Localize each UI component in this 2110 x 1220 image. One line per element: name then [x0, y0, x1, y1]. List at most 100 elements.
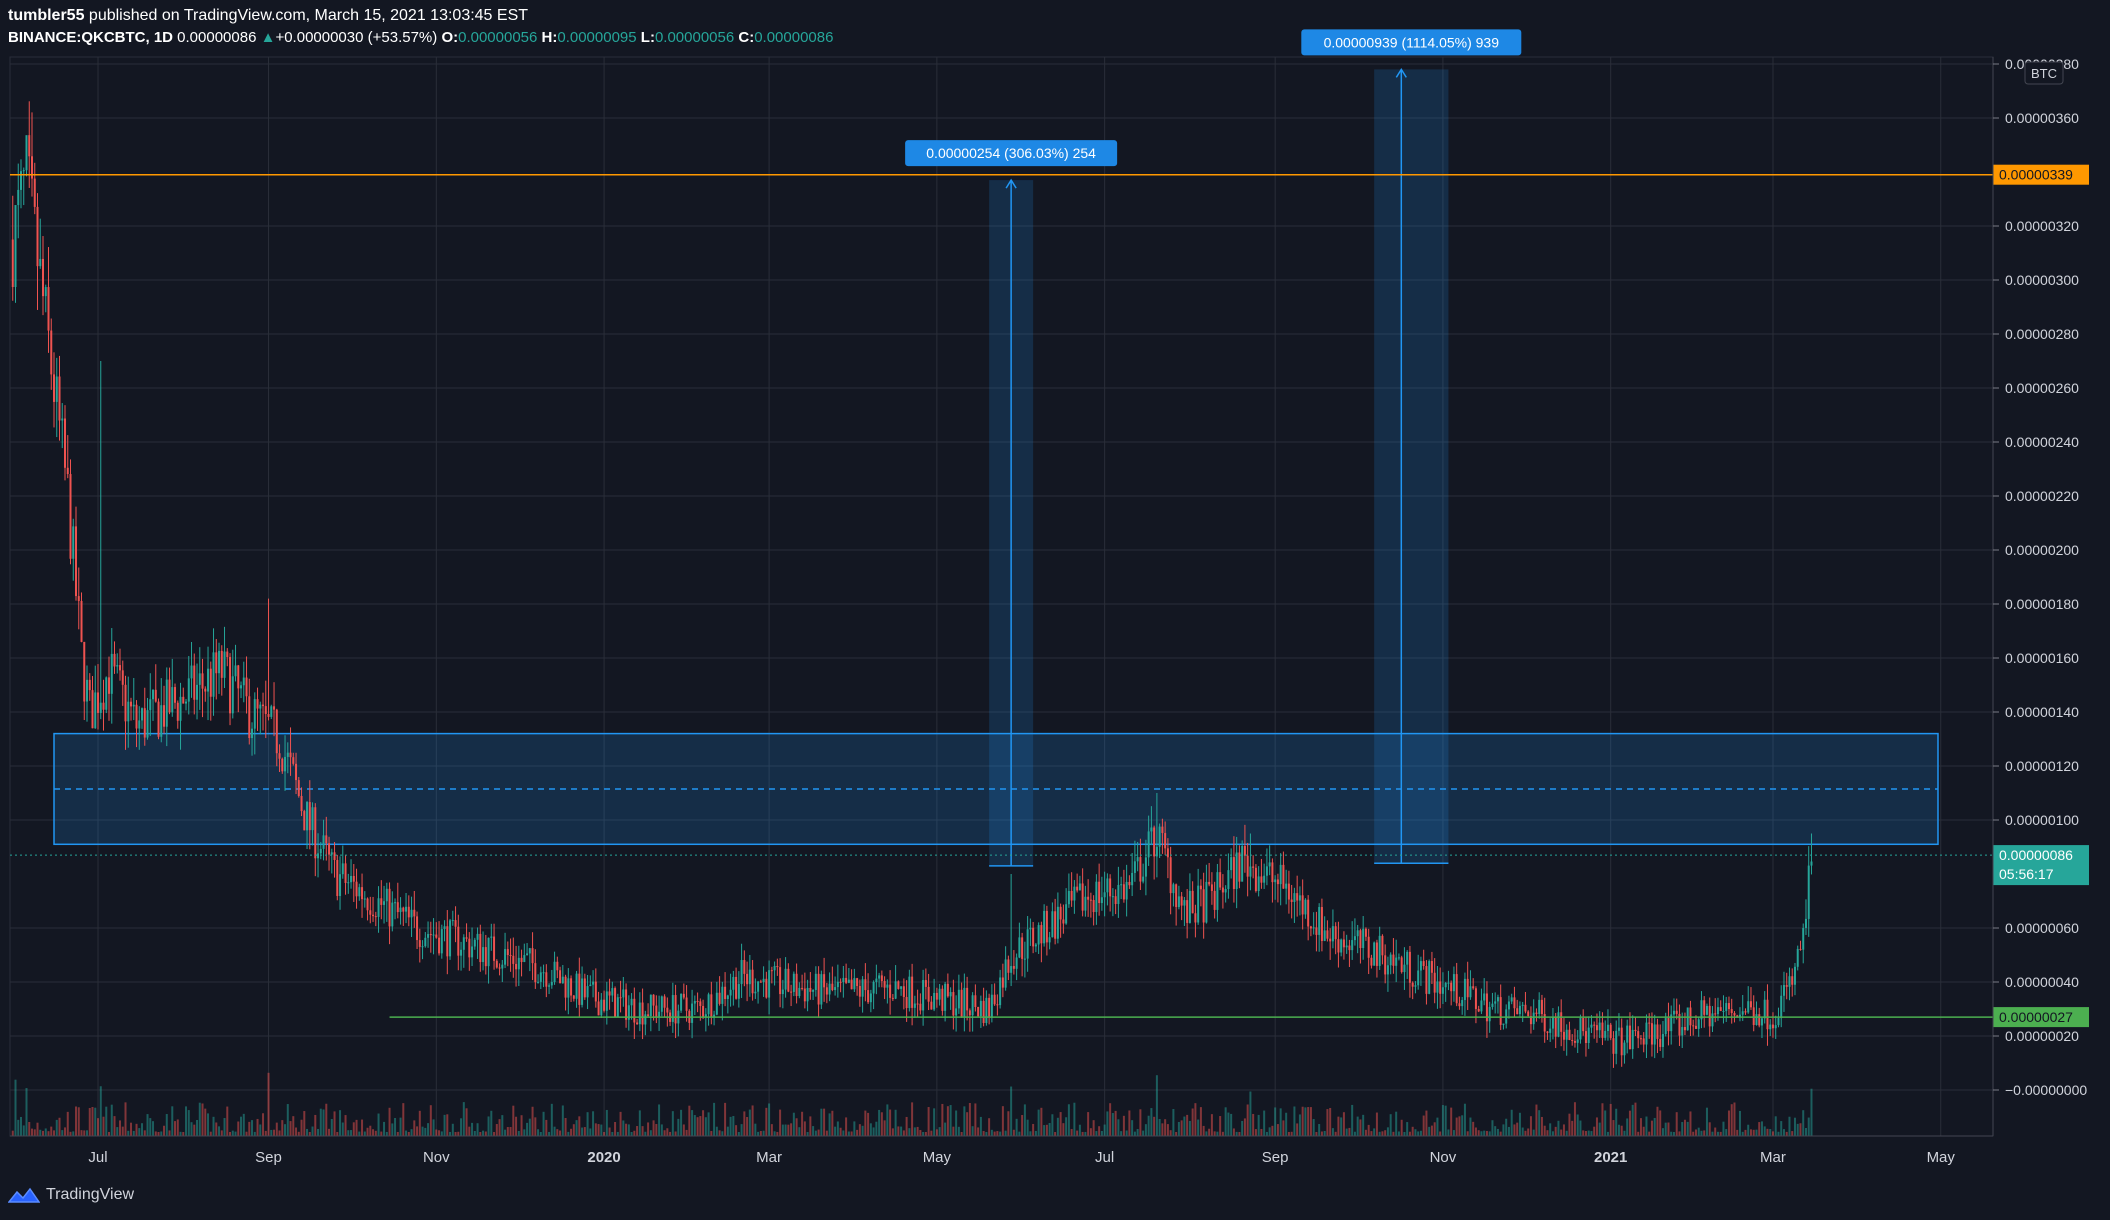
- candle-body: [1452, 974, 1455, 992]
- volume-bar: [97, 1118, 100, 1136]
- candle-body: [1364, 928, 1367, 937]
- volume-bar: [275, 1122, 278, 1136]
- candle-body: [314, 807, 317, 859]
- candle-body: [908, 976, 911, 1009]
- volume-bar: [1496, 1128, 1499, 1136]
- volume-bar: [14, 1079, 17, 1136]
- candle-body: [1769, 1024, 1772, 1030]
- candle-body: [1268, 862, 1271, 867]
- volume-bar: [1408, 1131, 1411, 1136]
- volume-bar: [1659, 1110, 1662, 1136]
- volume-bar: [1274, 1107, 1277, 1136]
- candle-body: [1584, 1031, 1587, 1044]
- volume-bar: [1406, 1122, 1409, 1136]
- candle-body: [1106, 878, 1109, 893]
- volume-bar: [1268, 1127, 1271, 1136]
- measure-arrow-head: [1395, 67, 1407, 78]
- footer-brand[interactable]: TradingView: [8, 1186, 134, 1204]
- volume-bar: [182, 1131, 185, 1136]
- candle-body: [220, 650, 223, 678]
- bar-countdown: 05:56:17: [1999, 866, 2054, 882]
- symbol-name[interactable]: BINANCE:QKCBTC, 1D: [8, 29, 173, 46]
- candle-body: [856, 978, 859, 987]
- candle-body: [1595, 1025, 1598, 1031]
- candle-body: [960, 989, 963, 1017]
- candle-body: [352, 875, 355, 882]
- volume-bar: [116, 1127, 119, 1136]
- candle-body: [1579, 1017, 1582, 1040]
- candle-body: [1601, 1022, 1604, 1038]
- candle-body: [435, 934, 438, 938]
- volume-bar: [946, 1106, 949, 1136]
- candle-body: [1032, 927, 1035, 947]
- resistance-price-label: 0.00000339: [1999, 167, 2073, 183]
- candle-body: [627, 1005, 630, 1020]
- volume-bar: [1441, 1105, 1444, 1136]
- volume-bar: [858, 1124, 861, 1136]
- volume-bar: [355, 1119, 358, 1136]
- volume-bar: [44, 1128, 47, 1136]
- candle-body: [900, 986, 903, 989]
- candle-body: [751, 969, 754, 994]
- candle-body: [295, 763, 298, 781]
- candle-body: [1400, 957, 1403, 973]
- author-name[interactable]: tumbler55: [8, 7, 85, 24]
- y-tick-label: 0.00000120: [2005, 758, 2079, 774]
- volume-bar: [1340, 1117, 1343, 1136]
- volume-bar: [564, 1117, 567, 1136]
- candle-body: [933, 992, 936, 1010]
- volume-bar: [779, 1109, 782, 1136]
- volume-bar: [1276, 1124, 1279, 1136]
- volume-bar: [1505, 1118, 1508, 1136]
- candle-body: [715, 992, 718, 1015]
- close-label: C:: [738, 29, 755, 46]
- candle-body: [410, 909, 413, 918]
- volume-bar: [462, 1102, 465, 1136]
- volume-bar: [611, 1131, 614, 1136]
- candle-body: [704, 1014, 707, 1017]
- volume-bar: [1513, 1124, 1516, 1136]
- candle-body: [1469, 986, 1472, 998]
- volume-bar: [110, 1104, 113, 1136]
- candle-body: [135, 704, 138, 729]
- volume-bar: [259, 1124, 262, 1136]
- candle-body: [1197, 885, 1200, 923]
- volume-bar: [1213, 1131, 1216, 1136]
- candle-body: [1480, 1000, 1483, 1012]
- candle-body: [256, 699, 259, 709]
- measure-label-box: [1301, 29, 1522, 56]
- candle-body: [264, 706, 267, 714]
- candle-body: [663, 996, 666, 1008]
- volume-bar: [484, 1131, 487, 1136]
- candle-body: [1433, 972, 1436, 993]
- volume-bar: [1026, 1119, 1029, 1136]
- volume-bar: [1166, 1124, 1169, 1136]
- volume-bar: [1554, 1126, 1557, 1136]
- candle-body: [380, 898, 383, 905]
- volume-bar: [248, 1121, 251, 1136]
- candle-body: [102, 702, 105, 710]
- volume-bar: [121, 1126, 124, 1136]
- candle-body: [1133, 861, 1136, 873]
- volume-bar: [196, 1119, 199, 1136]
- volume-bar: [1551, 1131, 1554, 1136]
- volume-bar: [1098, 1126, 1101, 1136]
- volume-bar: [572, 1124, 575, 1136]
- candle-body: [572, 995, 575, 999]
- high-value: 0.00000095: [557, 29, 637, 46]
- volume-bar: [1045, 1124, 1048, 1136]
- candle-body: [193, 665, 196, 700]
- volume-bar: [204, 1108, 207, 1136]
- candle-body: [141, 708, 144, 721]
- volume-bar: [1736, 1129, 1739, 1136]
- volume-bar: [1430, 1125, 1433, 1136]
- candle-body: [944, 983, 947, 1011]
- candle-body: [319, 848, 322, 854]
- volume-bar: [94, 1107, 97, 1136]
- measure-label: 0.00000939 (1114.05%) 939: [1324, 34, 1500, 50]
- candle-body: [867, 990, 870, 1003]
- candle-body: [1331, 926, 1334, 942]
- candle-body: [1810, 861, 1813, 866]
- candle-body: [834, 987, 837, 991]
